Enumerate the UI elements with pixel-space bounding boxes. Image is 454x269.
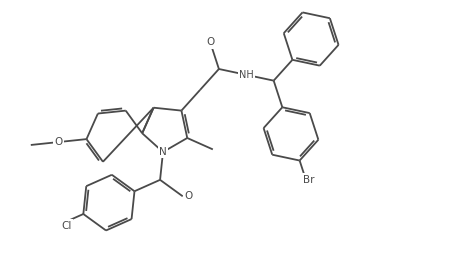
Text: O: O — [185, 191, 193, 201]
Text: NH: NH — [239, 70, 254, 80]
Text: O: O — [54, 137, 63, 147]
Text: Cl: Cl — [62, 221, 72, 231]
Text: N: N — [159, 147, 167, 157]
Text: O: O — [206, 37, 214, 47]
Text: Br: Br — [303, 175, 314, 185]
